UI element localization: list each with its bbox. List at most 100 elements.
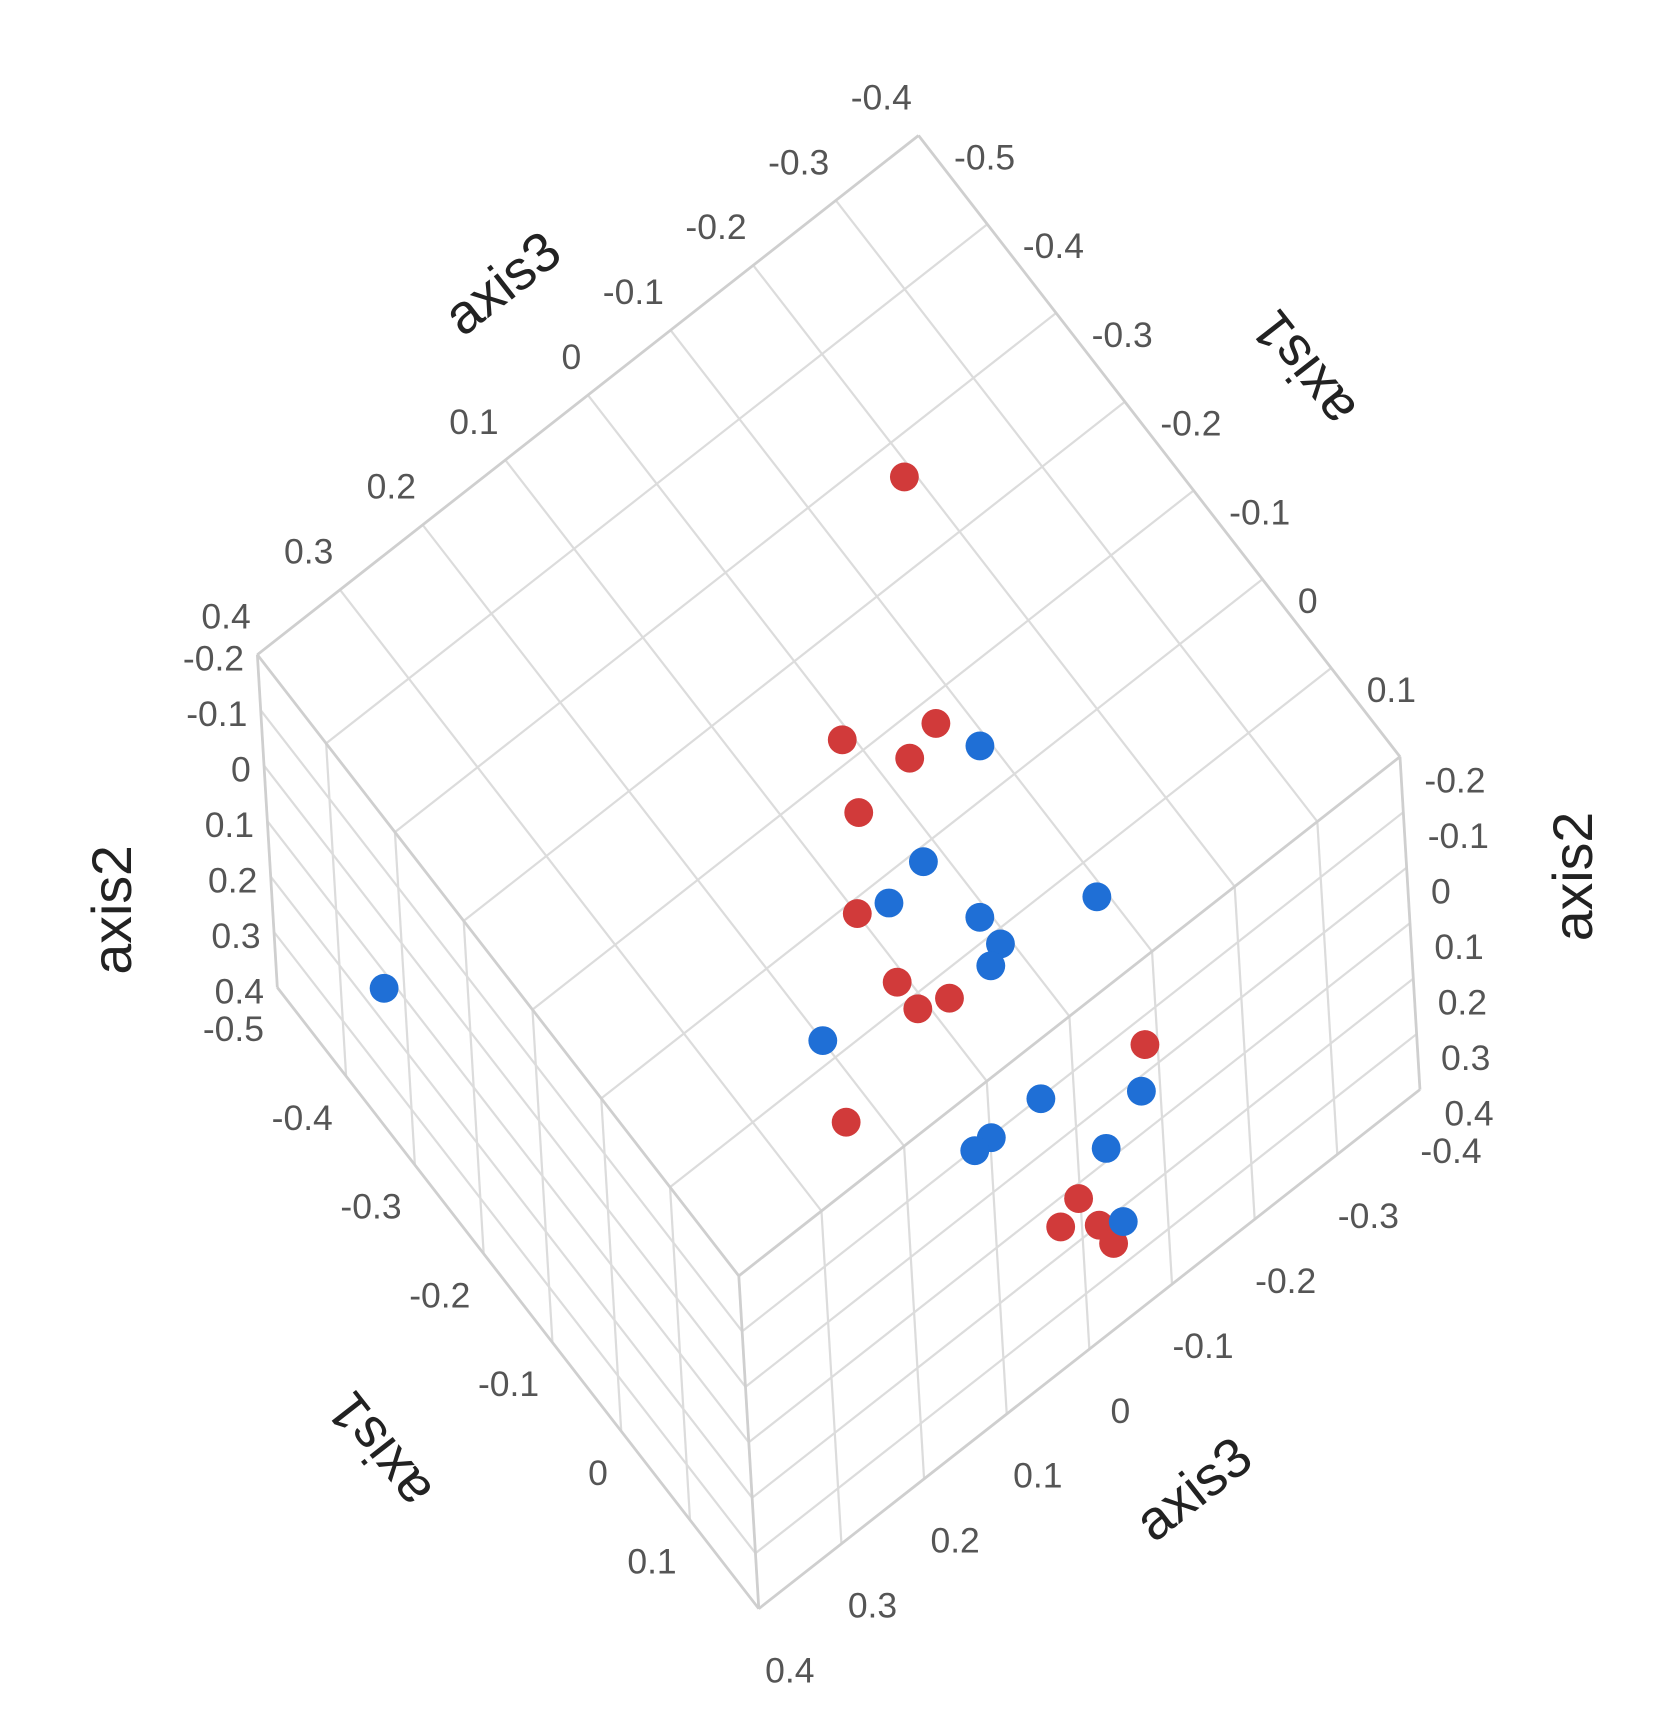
- tick-label: 0.4: [1444, 1094, 1493, 1134]
- grid-line: [752, 264, 1236, 888]
- data-point: [965, 731, 995, 761]
- data-point: [882, 967, 912, 997]
- grid-line: [263, 764, 747, 1388]
- data-point: [1099, 1229, 1129, 1258]
- tick-label: -0.3: [1092, 315, 1153, 355]
- grid-line: [741, 811, 1404, 1333]
- tick-label: 0.3: [1441, 1038, 1490, 1078]
- axis-title: axis3: [432, 219, 572, 348]
- tick-label: -0.2: [685, 207, 746, 247]
- data-point: [808, 1026, 838, 1056]
- tick-label: 0: [231, 750, 251, 790]
- data-point: [844, 798, 874, 827]
- tick-label: -0.1: [1428, 816, 1489, 856]
- data-point: [831, 1107, 861, 1137]
- data-point: [1026, 1084, 1056, 1114]
- tick-label: 0.1: [627, 1542, 676, 1582]
- data-point: [908, 847, 938, 877]
- box-edge: [917, 134, 1402, 758]
- tick-label: -0.4: [272, 1098, 333, 1138]
- tick-label: 0.1: [1434, 927, 1483, 967]
- grid-line: [835, 199, 1319, 823]
- tick-label: -0.1: [186, 694, 247, 734]
- tick-label: -0.1: [1229, 492, 1290, 532]
- data-point: [889, 462, 919, 492]
- tick-label: -0.2: [409, 1275, 470, 1315]
- data-point: [827, 725, 857, 755]
- box-edge: [1398, 756, 1422, 1090]
- data-point: [842, 899, 872, 929]
- tick-label: 0.1: [1013, 1456, 1062, 1496]
- tick-label: 0.1: [205, 805, 254, 845]
- box-edge: [255, 654, 279, 988]
- data-point: [1082, 882, 1112, 912]
- tick-label: -0.2: [1160, 404, 1221, 444]
- data-point: [1064, 1184, 1094, 1213]
- data-point: [935, 983, 964, 1013]
- grid-line: [751, 977, 1414, 1499]
- data-point: [976, 951, 1006, 981]
- tick-label: -0.3: [340, 1187, 401, 1227]
- tick-label: 0.2: [367, 467, 416, 507]
- data-point: [1130, 1030, 1160, 1060]
- data-point: [874, 888, 904, 918]
- tick-label: 0: [1431, 872, 1451, 912]
- tick-label: -0.4: [1420, 1131, 1481, 1171]
- data-point: [921, 708, 951, 738]
- data-point: [895, 743, 925, 773]
- grid-line: [748, 922, 1411, 1444]
- data-point: [1046, 1212, 1076, 1242]
- tick-label: -0.4: [1023, 226, 1084, 266]
- grid-line: [421, 524, 905, 1147]
- tick-label: 0.2: [930, 1521, 979, 1561]
- labels: axis3 axis3 axis1 axis1 axis2 axis2 -0.5…: [81, 77, 1604, 1690]
- data-point: [1126, 1076, 1156, 1106]
- box-edge: [256, 134, 920, 656]
- axis-title: axis1: [315, 1380, 444, 1520]
- tick-label: 0: [1298, 581, 1318, 621]
- tick-label: 0.3: [848, 1586, 897, 1626]
- tick-label: -0.4: [851, 77, 912, 117]
- tick-label: -0.2: [1424, 761, 1485, 801]
- axis-title: axis2: [1542, 812, 1604, 941]
- box-edge: [276, 986, 760, 1610]
- grid-line: [339, 589, 823, 1212]
- tick-label: -0.1: [478, 1364, 539, 1404]
- tick-label: -0.1: [603, 272, 664, 312]
- box-edge: [256, 653, 740, 1277]
- tick-label: -0.2: [183, 639, 244, 679]
- tick-label: 0.4: [201, 597, 250, 637]
- tick-label: 0: [588, 1453, 608, 1493]
- tick-label: 0.4: [765, 1650, 814, 1690]
- axis-title: axis2: [81, 845, 143, 974]
- tick-label: -0.5: [954, 137, 1015, 177]
- tick-label: 0.4: [215, 972, 264, 1012]
- grid-line: [754, 1033, 1418, 1555]
- axis-title: axis1: [1239, 299, 1368, 439]
- grid: [255, 134, 1422, 1610]
- points: [369, 462, 1160, 1258]
- data-point: [965, 902, 995, 932]
- tick-label: 0.1: [1367, 670, 1416, 710]
- data-point: [1108, 1207, 1138, 1237]
- grid-line: [259, 709, 744, 1333]
- tick-label: 0: [1111, 1391, 1131, 1431]
- grid-line: [266, 820, 750, 1443]
- tick-label: 0.2: [1438, 983, 1487, 1023]
- grid-line: [269, 875, 754, 1499]
- tick-label: 0.1: [449, 402, 498, 442]
- tick-label: -0.2: [1255, 1261, 1316, 1301]
- axis-title: axis3: [1123, 1425, 1263, 1554]
- data-point: [986, 929, 1015, 959]
- data-point: [369, 973, 399, 1003]
- data-point: [960, 1136, 990, 1166]
- tick-label: -0.3: [768, 142, 829, 182]
- tick-label: -0.5: [203, 1009, 264, 1049]
- tick-label: 0.3: [284, 532, 333, 572]
- box-edge: [737, 1275, 761, 1609]
- grid-line: [669, 329, 1153, 953]
- grid-line: [587, 394, 1071, 1017]
- tick-label: 0.3: [211, 916, 260, 956]
